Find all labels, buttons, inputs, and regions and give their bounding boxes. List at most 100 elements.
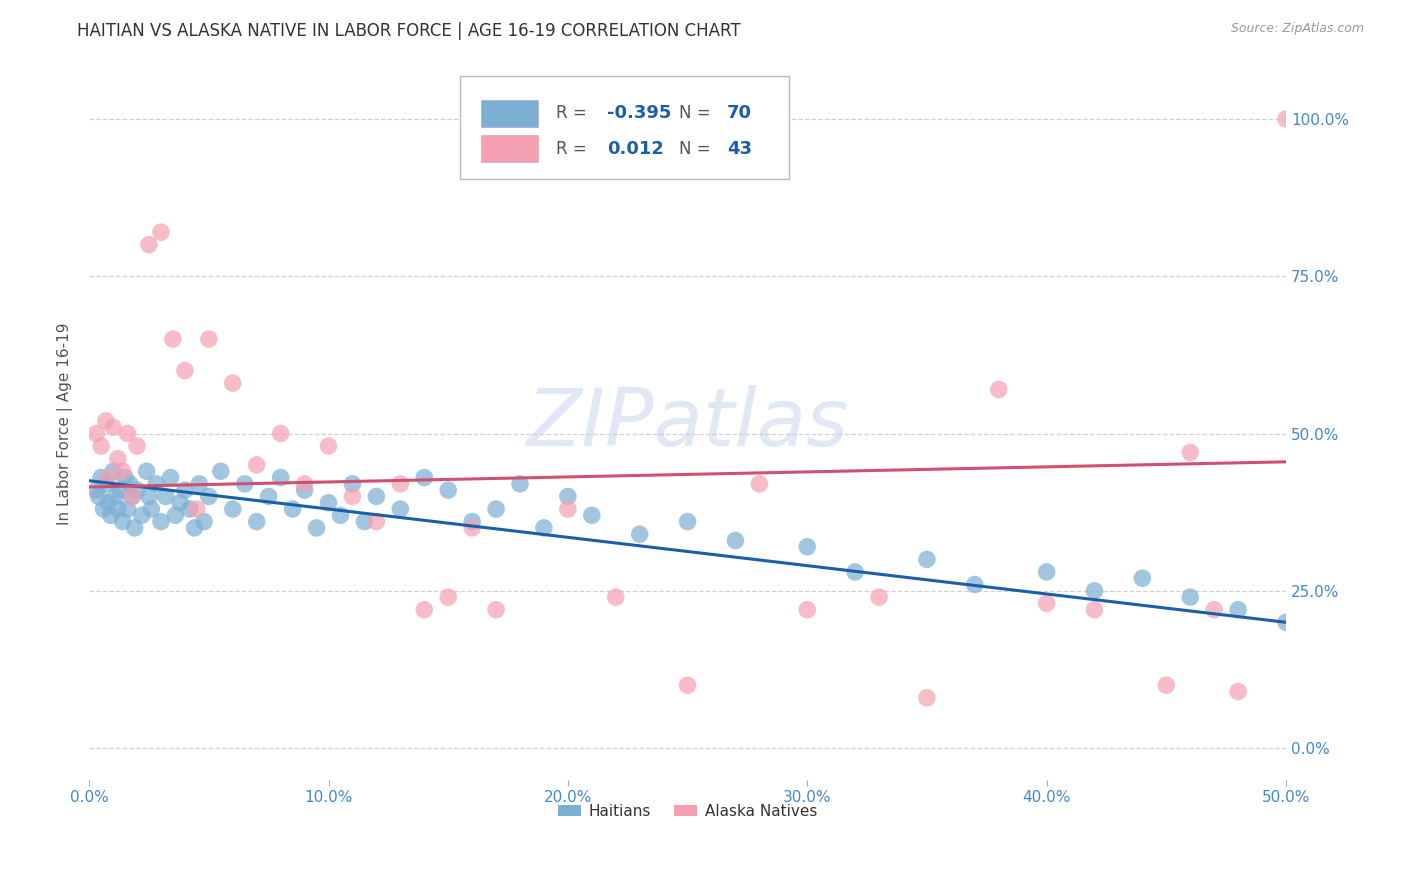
Point [124,521,146,535]
Point [485,502,508,516]
Point [94,414,117,428]
Point [844,565,866,579]
Point [987,383,1010,397]
Text: R =: R = [555,104,592,122]
Point [1275,615,1298,630]
Point [87,490,110,504]
Point [257,490,280,504]
Point [342,476,364,491]
Point [628,527,651,541]
Point [676,515,699,529]
Point [90,470,112,484]
Point [305,521,328,535]
Point [342,490,364,504]
Text: 0.012: 0.012 [607,140,664,158]
Point [724,533,747,548]
Point [93,502,115,516]
Point [581,508,603,523]
Point [1035,565,1057,579]
Point [676,678,699,692]
Point [557,502,579,516]
Point [198,490,221,504]
Point [389,476,412,491]
Point [1180,590,1202,604]
Point [1227,603,1250,617]
Text: ZIPatlas: ZIPatlas [526,385,849,463]
Point [1227,684,1250,698]
Point [188,476,211,491]
Point [533,521,555,535]
Point [222,502,245,516]
Point [125,439,148,453]
Point [117,502,139,516]
Point [107,451,129,466]
Point [111,515,134,529]
Point [1204,603,1226,617]
Point [193,515,215,529]
Point [149,515,172,529]
Point [389,502,412,516]
Point [270,426,292,441]
Point [155,490,177,504]
Point [104,490,127,504]
Point [963,577,986,591]
Point [141,502,163,516]
Legend: Haitians, Alaska Natives: Haitians, Alaska Natives [553,798,823,825]
Point [159,470,181,484]
Text: HAITIAN VS ALASKA NATIVE IN LABOR FORCE | AGE 16-19 CORRELATION CHART: HAITIAN VS ALASKA NATIVE IN LABOR FORCE … [77,22,741,40]
Text: N =: N = [679,104,716,122]
Point [246,515,269,529]
Text: R =: R = [555,140,592,158]
Point [437,590,460,604]
Text: Source: ZipAtlas.com: Source: ZipAtlas.com [1230,22,1364,36]
Point [138,490,160,504]
Text: -0.395: -0.395 [607,104,672,122]
Point [179,502,201,516]
Point [97,470,120,484]
Point [198,332,221,346]
Point [222,376,245,391]
Point [294,476,316,491]
Point [246,458,269,472]
Point [135,464,157,478]
Point [97,496,120,510]
Point [114,470,136,484]
Point [149,225,172,239]
Point [915,690,938,705]
Point [796,540,818,554]
Point [294,483,316,497]
Point [183,521,205,535]
Point [107,502,129,516]
Point [117,426,139,441]
Point [270,470,292,484]
Point [1156,678,1178,692]
Point [100,508,122,523]
Point [796,603,818,617]
Point [1083,603,1105,617]
Point [165,508,187,523]
Point [86,426,108,441]
Point [461,515,484,529]
Point [101,464,124,478]
Point [413,603,436,617]
Point [138,237,160,252]
FancyBboxPatch shape [460,76,789,178]
Point [1035,596,1057,610]
Point [413,470,436,484]
Point [174,363,197,377]
Point [1083,583,1105,598]
Point [318,439,340,453]
Point [86,483,108,497]
Point [186,502,208,516]
FancyBboxPatch shape [481,136,538,162]
Point [121,490,143,504]
Point [94,476,117,491]
Point [281,502,304,516]
Point [605,590,627,604]
Point [233,476,256,491]
Point [209,464,232,478]
Point [131,508,153,523]
Point [169,496,191,510]
Point [366,515,388,529]
Point [125,483,148,497]
